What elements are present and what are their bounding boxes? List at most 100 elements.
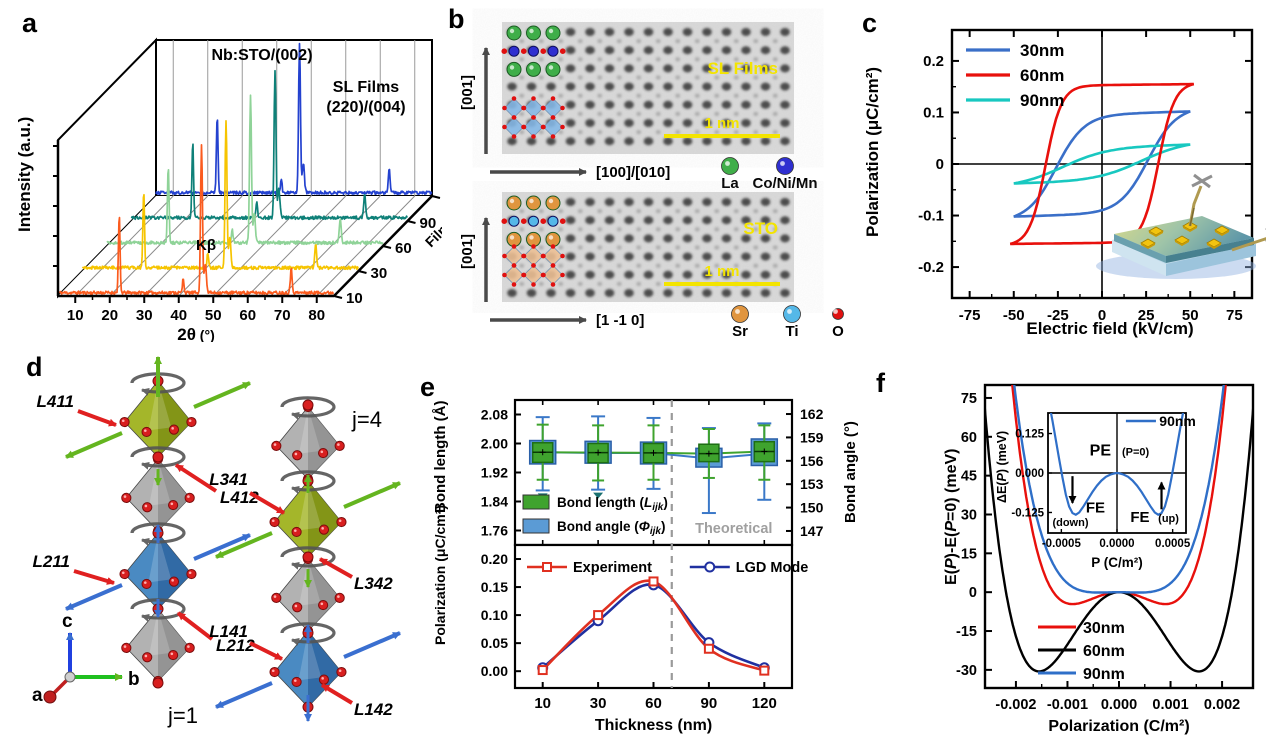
svg-text:90: 90: [701, 695, 718, 712]
bond-label-L212: L212: [216, 636, 255, 655]
svg-text:1.92: 1.92: [481, 465, 508, 481]
atom-legend: Sr Ti O: [731, 305, 844, 340]
a-x-axis-label: 2θ (°): [177, 325, 214, 342]
horizontal-axis-label: [1 -1 0]: [596, 312, 644, 329]
panel-d-structure: L411 L412 L211 L212 L341 L342 L141 L142 j=4 j=1 c b…: [8, 345, 414, 735]
stem-region-label: STO: [743, 219, 778, 238]
svg-text:-0.2: -0.2: [918, 259, 944, 276]
energy-curve-90nm: [1013, 385, 1225, 594]
stem-region-label: SL Films: [707, 59, 778, 78]
svg-text:0: 0: [1098, 307, 1106, 324]
svg-text:-50: -50: [1003, 307, 1025, 324]
polarization-axis-label: Polarization (μC/cm²): [432, 505, 448, 645]
f-legend-60nm: 60nm: [1083, 643, 1125, 660]
svg-text:-0.125: -0.125: [1011, 507, 1044, 519]
panel-letter-c: c: [862, 8, 878, 38]
svg-text:20: 20: [101, 307, 118, 324]
bond-angle-axis-label: Bond angle (°): [842, 421, 859, 523]
c-x-axis-label: Electric field (kV/cm): [1026, 319, 1193, 338]
bond-label-L142: L142: [354, 700, 393, 719]
theoretical-label: Theoretical: [695, 521, 772, 537]
svg-text:0.125: 0.125: [1015, 429, 1044, 441]
svg-text:10: 10: [67, 307, 84, 324]
hysteresis-loop-60nm: [1009, 82, 1195, 246]
svg-text:60: 60: [645, 695, 662, 712]
legend-atom-label: La: [721, 175, 739, 192]
panel-c-hysteresis: -75 -50 -25 0 25 50 75 0.2 0.1 0 -0.1 -0.2 Electric …: [852, 2, 1268, 347]
svg-text:0.001: 0.001: [1152, 697, 1188, 713]
svg-text:153: 153: [800, 476, 824, 492]
c-legend-30nm: 30nm: [1020, 41, 1064, 60]
svg-text:147: 147: [800, 523, 824, 539]
svg-text:0.05: 0.05: [481, 635, 508, 651]
svg-text:0: 0: [969, 585, 977, 601]
experiment-point: [703, 643, 714, 654]
bond-length-axis-label: Bond length (Å): [432, 401, 449, 513]
xrd-trace-60: [106, 94, 384, 246]
panel-letter-a: a: [22, 8, 38, 38]
svg-text:75: 75: [1226, 307, 1243, 324]
svg-text:30: 30: [136, 307, 153, 324]
svg-text:0.1: 0.1: [923, 104, 944, 121]
svg-text:90: 90: [420, 215, 437, 232]
svg-text:10: 10: [534, 695, 551, 712]
svg-text:-15: -15: [956, 624, 977, 640]
inset-energy-curve: [1049, 413, 1185, 516]
axis-b-label: b: [128, 669, 140, 690]
xrd-trace-90: [130, 69, 408, 221]
svg-text:-25: -25: [1047, 307, 1069, 324]
inset-fe-up-label: FE: [1130, 509, 1149, 526]
bond-label-L411: L411: [37, 392, 75, 411]
experiment-legend-label: Experiment: [573, 560, 652, 576]
svg-text:-0.0005: -0.0005: [1042, 538, 1082, 550]
a-substrate-label: Nb:STO/(002): [211, 47, 312, 64]
svg-text:150: 150: [800, 500, 824, 516]
legend-atom-Ti: [783, 305, 801, 323]
legend-atom-Sr: [731, 305, 749, 323]
octahedra-canvas: L411 L412 L211 L212 L341 L342 L141 L142 j=4 j=1 c b…: [32, 356, 401, 728]
svg-text:0.000: 0.000: [1101, 697, 1137, 713]
svg-text:0.2: 0.2: [923, 53, 944, 70]
bond-label-L141: L141: [209, 622, 248, 641]
panel-e-bonds: 2.08 2.00 1.92 1.84 1.76 162 159 156 153 150 147 Bo…: [415, 345, 865, 735]
stem-image-sl-films: SL Films 1 nm: [501, 22, 794, 154]
c-y-axis-label: Polarization (μC/cm²): [863, 67, 882, 237]
svg-text:80: 80: [308, 307, 325, 324]
svg-text:60: 60: [395, 240, 412, 257]
a-kbeta-label: Kβ: [196, 237, 216, 254]
a-y-axis-label: Intensity (a.u.): [15, 117, 34, 232]
pfm-device-inset: [1096, 173, 1268, 279]
f-legend-30nm: 30nm: [1083, 620, 1125, 637]
scalebar: [664, 282, 780, 286]
axis-a-label: a: [32, 685, 43, 706]
svg-text:-0.002: -0.002: [995, 697, 1036, 713]
c-legend-90nm: 90nm: [1020, 91, 1064, 110]
svg-text:25: 25: [1138, 307, 1155, 324]
svg-text:2.00: 2.00: [481, 436, 508, 452]
back-wall: [155, 39, 433, 197]
j-bottom-label: j=1: [167, 703, 198, 728]
svg-text:162: 162: [800, 406, 824, 422]
svg-text:50: 50: [1182, 307, 1199, 324]
scalebar-label: 1 nm: [704, 115, 739, 132]
svg-text:0.20: 0.20: [481, 551, 508, 567]
xrd-waterfall-canvas: 1020304050607080103060901202θ (°)Intensi…: [15, 37, 526, 344]
inset-legend-90nm: 90nm: [1159, 413, 1196, 429]
svg-text:-75: -75: [959, 307, 981, 324]
a-film-label-2: (220)/(004): [326, 99, 405, 116]
experiment-point: [537, 665, 548, 676]
svg-text:60: 60: [239, 307, 256, 324]
svg-text:0.0005: 0.0005: [1155, 538, 1191, 550]
experiment-point: [759, 665, 770, 676]
panel-letter-b: b: [448, 4, 465, 34]
svg-text:40: 40: [170, 307, 187, 324]
bond-plots-canvas: 2.08 2.00 1.92 1.84 1.76 162 159 156 153 150 147 Bo…: [432, 398, 859, 734]
panel-letter-e: e: [420, 372, 436, 402]
j-top-label: j=4: [351, 407, 382, 432]
bond-label-L341: L341: [209, 470, 248, 489]
svg-text:0.15: 0.15: [481, 579, 508, 595]
svg-text:45: 45: [961, 469, 977, 485]
panel-f-energy: 75 60 45 30 15 0 -15 -30 -0.002 -0.001 0.000 0.001 0…: [870, 345, 1266, 735]
inset-pe-label: PE: [1090, 443, 1112, 460]
